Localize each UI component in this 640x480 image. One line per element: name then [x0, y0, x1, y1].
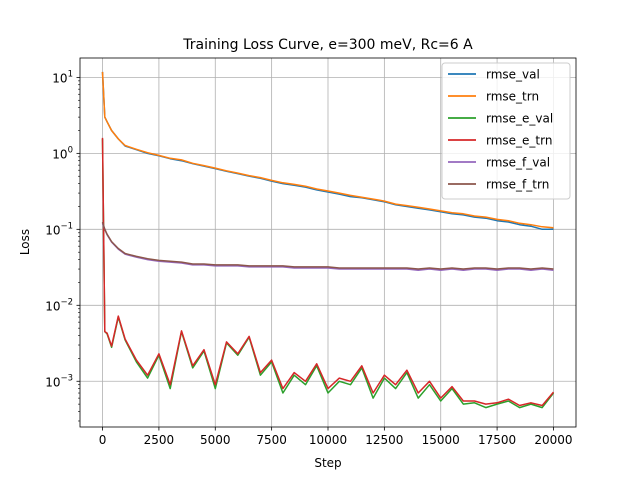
y-tick-label: 101: [52, 69, 73, 85]
y-tick-label: 10−3: [45, 373, 73, 389]
legend-label: rmse_f_trn: [486, 178, 549, 192]
series-line-rmse-e-trn: [101, 137, 555, 407]
x-tick-label: 20000: [534, 433, 572, 447]
legend-label: rmse_f_val: [486, 156, 550, 170]
x-tick-label: 2500: [144, 433, 175, 447]
legend-label: rmse_e_trn: [486, 134, 552, 148]
x-tick-label: 12500: [365, 433, 403, 447]
x-tick-label: 17500: [478, 433, 516, 447]
y-tick-label: 10−1: [45, 221, 73, 237]
y-axis-label: Loss: [18, 229, 32, 255]
series-line-rmse-f-val: [101, 223, 554, 271]
x-tick-label: 0: [99, 433, 107, 447]
legend-label: rmse_val: [486, 68, 540, 82]
x-axis-label: Step: [314, 456, 341, 470]
x-tick-label: 15000: [422, 433, 460, 447]
chart-title: Training Loss Curve, e=300 meV, Rc=6 A: [182, 37, 473, 53]
y-tick-label: 10−2: [45, 297, 73, 313]
x-tick-label: 7500: [256, 433, 287, 447]
y-tick-label: 100: [52, 145, 73, 161]
y-axis-ticks: 10−3 10−2 10−1 100 101: [45, 69, 80, 422]
legend-label: rmse_trn: [486, 90, 539, 104]
legend-label: rmse_e_val: [486, 112, 553, 126]
x-tick-label: 5000: [200, 433, 231, 447]
legend-box: [441, 62, 571, 200]
series-line-rmse-e-val: [101, 138, 555, 409]
x-axis-ticks: 0 2500 5000 7500 10000 12500 15000 17500 20000: [99, 427, 573, 447]
series-line-rmse-trn: [101, 71, 554, 229]
series-line-rmse-f-trn: [101, 221, 554, 270]
legend: rmse_val rmse_trn rmse_e_val rmse_e_trnrmse…: [441, 62, 571, 200]
series-lines: [101, 71, 555, 409]
x-tick-label: 10000: [309, 433, 347, 447]
